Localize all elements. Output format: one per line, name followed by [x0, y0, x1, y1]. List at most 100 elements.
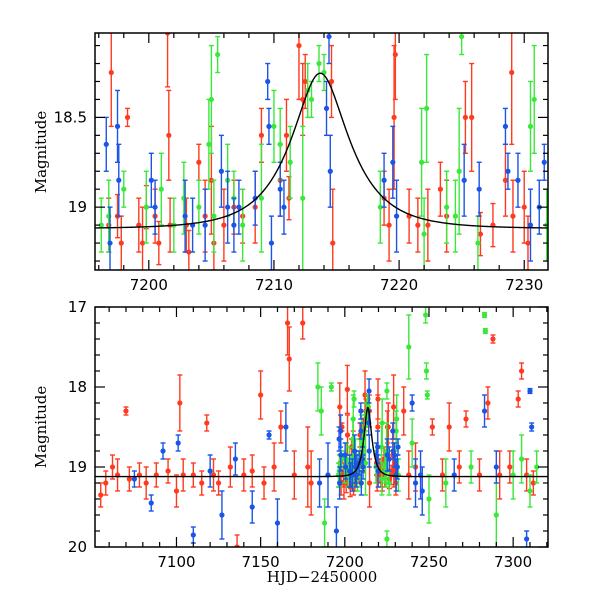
blue-data-point	[529, 422, 535, 432]
green-data-point	[424, 390, 430, 400]
marker	[109, 464, 116, 470]
red-data-point	[118, 215, 124, 270]
marker	[46, 25, 51, 30]
series-blue	[84, 33, 547, 353]
blue-data-point	[541, 143, 547, 181]
green-data-point	[240, 188, 246, 262]
green-data-point	[300, 125, 306, 270]
red-data-point	[143, 466, 149, 500]
green-data-point	[406, 314, 412, 380]
green-data-point	[308, 80, 315, 119]
marker	[108, 69, 114, 76]
y-tick-label: 19	[68, 198, 87, 216]
marker	[456, 168, 462, 174]
red-data-point	[463, 410, 469, 428]
blue-data-point	[326, 33, 332, 65]
blue-data-point	[266, 107, 272, 146]
blue-data-point	[265, 62, 271, 101]
blue-data-point	[476, 161, 482, 217]
red-data-point	[108, 33, 114, 128]
marker	[351, 396, 357, 402]
red-data-point	[153, 462, 159, 488]
marker	[350, 416, 356, 422]
marker	[323, 105, 330, 112]
marker	[527, 123, 534, 129]
red-data-point	[180, 458, 186, 492]
marker	[182, 213, 188, 219]
red-data-point	[344, 414, 351, 456]
marker	[366, 480, 373, 486]
bottom-data-layer	[95, 307, 548, 547]
marker	[493, 512, 499, 518]
marker	[308, 96, 315, 103]
marker	[326, 33, 332, 40]
green-data-point	[379, 398, 385, 448]
marker	[423, 368, 430, 374]
marker	[98, 492, 104, 498]
marker	[143, 480, 149, 486]
red-data-point	[258, 370, 264, 420]
marker	[126, 476, 132, 482]
red-data-point	[515, 390, 521, 408]
marker	[391, 404, 397, 410]
marker	[362, 460, 369, 466]
marker	[477, 231, 484, 237]
red-data-point	[485, 386, 491, 420]
marker	[391, 452, 398, 458]
red-data-point	[271, 442, 277, 492]
red-data-point	[406, 450, 412, 500]
marker	[518, 456, 525, 462]
red-data-point	[165, 458, 171, 484]
red-data-point	[166, 89, 172, 181]
marker	[148, 500, 154, 506]
blue-data-point	[395, 438, 401, 456]
red-data-point	[173, 474, 180, 508]
green-data-point	[215, 35, 221, 74]
green-data-point	[211, 179, 217, 253]
marker	[384, 388, 390, 394]
green-data-point	[316, 44, 322, 83]
marker	[84, 348, 89, 353]
marker	[316, 480, 323, 486]
marker	[103, 141, 109, 147]
blue-data-point	[190, 197, 196, 253]
marker	[375, 444, 381, 450]
marker	[366, 388, 372, 394]
marker	[160, 448, 166, 454]
green-data-point	[377, 170, 383, 244]
marker	[362, 392, 368, 398]
marker	[515, 396, 521, 402]
y-tick-label: 19	[68, 458, 87, 476]
marker	[328, 384, 334, 390]
marker	[300, 195, 306, 201]
marker	[219, 512, 225, 518]
green-data-point	[482, 327, 488, 335]
marker	[266, 123, 272, 129]
marker	[283, 132, 290, 138]
marker	[476, 186, 482, 192]
marker	[207, 468, 213, 474]
marker	[360, 464, 366, 470]
green-data-point	[518, 434, 525, 484]
marker	[394, 464, 400, 470]
marker	[278, 424, 284, 430]
blue-data-point	[218, 134, 224, 208]
marker	[166, 132, 172, 138]
marker	[386, 222, 392, 228]
marker	[211, 213, 217, 219]
y-tick-label: 20	[68, 538, 87, 556]
green-data-point	[493, 482, 499, 547]
blue-data-point	[107, 206, 113, 270]
blue-data-point	[202, 188, 208, 262]
blue-data-point	[327, 134, 333, 208]
red-data-point	[204, 414, 210, 432]
marker	[509, 69, 515, 76]
red-data-point	[241, 458, 247, 492]
marker	[463, 416, 469, 422]
marker	[343, 464, 349, 470]
red-data-point	[425, 188, 431, 262]
marker	[330, 240, 336, 246]
red-data-point	[406, 188, 412, 244]
marker	[541, 159, 547, 165]
red-data-point	[308, 450, 314, 516]
